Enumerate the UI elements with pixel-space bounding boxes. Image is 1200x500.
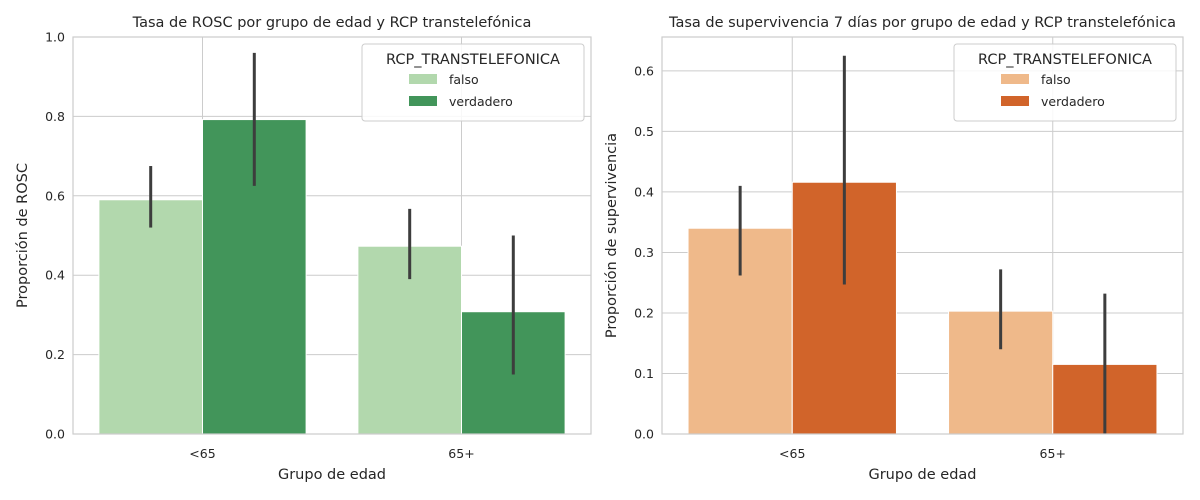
legend-title: RCP_TRANSTELEFONICA (386, 52, 560, 68)
plot-frame (661, 36, 1184, 435)
legend-label: falso (1041, 72, 1071, 87)
x-tick-label: 65+ (1040, 446, 1066, 461)
legend-swatch (409, 96, 437, 106)
y-tick-label: 0.0 (634, 427, 654, 442)
legend-title: RCP_TRANSTELEFONICA (978, 52, 1152, 68)
legend-label: falso (449, 72, 479, 87)
chart-panel-1: 0.0 0.2 0.4 0.6 0.8 1.0 <65 65+ Tasa de ROSC por… (15, 15, 592, 483)
y-tick-label: 0.2 (634, 305, 654, 320)
legend-swatch (409, 74, 437, 84)
y-tick-label: 0.6 (634, 63, 654, 78)
x-tick-label: <65 (189, 446, 215, 461)
y-tick-label: 0.3 (634, 245, 654, 260)
plot-frame (72, 36, 592, 435)
y-tick-label: 0.0 (45, 427, 65, 442)
x-axis-label: Grupo de edad (278, 467, 386, 483)
legend-swatch (1001, 74, 1029, 84)
y-tick-label: 1.0 (45, 30, 65, 45)
x-axis-label: Grupo de edad (868, 467, 976, 483)
y-tick-label: 0.6 (45, 188, 65, 203)
y-tick-label: 0.2 (45, 347, 65, 362)
legend-label: verdadero (449, 94, 513, 109)
y-tick-label: 0.4 (634, 184, 654, 199)
y-tick-label: 0.8 (45, 109, 65, 124)
y-tick-label: 0.5 (634, 124, 654, 139)
chart-panel-2: 0.0 0.1 0.2 0.3 0.4 0.5 0.6 <65 65+ Tasa de super… (604, 15, 1184, 483)
bar (98, 199, 203, 435)
x-tick-label: <65 (779, 446, 805, 461)
chart-title: Tasa de ROSC por grupo de edad y RCP tra… (132, 15, 532, 31)
legend-swatch (1001, 96, 1029, 106)
x-tick-label: 65+ (448, 446, 474, 461)
y-axis-label: Proporción de supervivencia (604, 133, 620, 338)
legend-label: verdadero (1041, 94, 1105, 109)
chart-title: Tasa de supervivencia 7 días por grupo d… (668, 15, 1176, 31)
y-axis-label: Proporción de ROSC (15, 163, 31, 308)
y-tick-label: 0.4 (45, 268, 65, 283)
y-tick-label: 0.1 (634, 366, 654, 381)
